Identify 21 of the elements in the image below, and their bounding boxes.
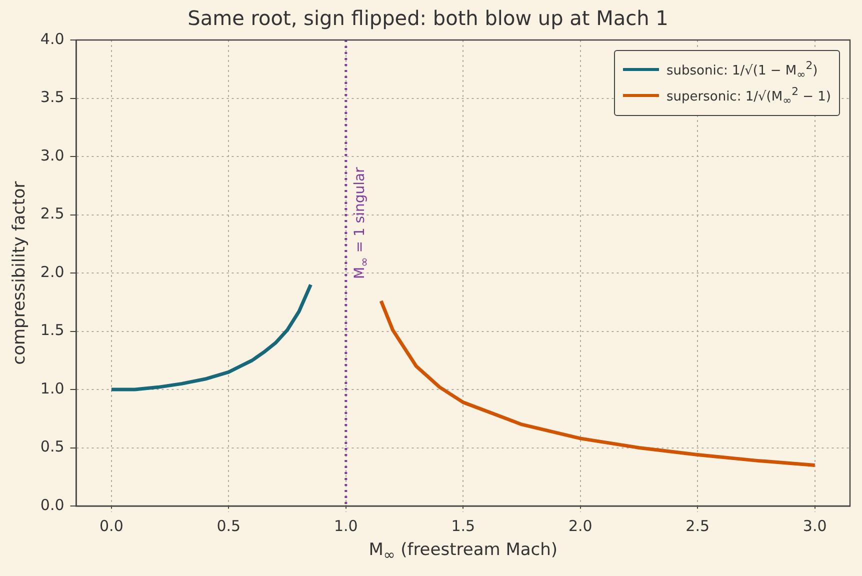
x-axis-title: M$_{∞}$ (freestream Mach): [368, 540, 558, 564]
legend-label: supersonic: 1/√(M$_{∞}$$^{2}$ − 1): [666, 84, 831, 107]
chart-title: Same root, sign flipped: both blow up at Mach 1: [188, 6, 668, 30]
y-tick-label: 3.0: [40, 146, 64, 164]
x-tick-label: 3.0: [802, 516, 827, 535]
y-tick-label: 1.5: [40, 321, 64, 340]
x-tick-label: 2.5: [686, 516, 710, 535]
x-tick-label: 1.5: [451, 516, 476, 535]
y-tick-label: 0.5: [40, 438, 64, 456]
y-tick-label: 2.0: [40, 262, 64, 281]
x-tick-label: 1.0: [334, 516, 358, 535]
x-tick-label: 0.5: [216, 516, 241, 535]
y-tick-label: 4.0: [40, 30, 64, 48]
x-tick-label: 0.0: [99, 516, 124, 535]
y-tick-label: 2.5: [40, 204, 64, 223]
y-tick-label: 1.0: [40, 379, 64, 398]
y-tick-label: 3.5: [40, 88, 64, 106]
legend-label: subsonic: 1/√(1 − M$_{∞}$$^{2}$): [666, 59, 818, 81]
y-tick-label: 0.0: [40, 496, 64, 514]
x-tick-label: 2.0: [568, 516, 592, 535]
y-axis-title: compressibility factor: [10, 181, 30, 365]
